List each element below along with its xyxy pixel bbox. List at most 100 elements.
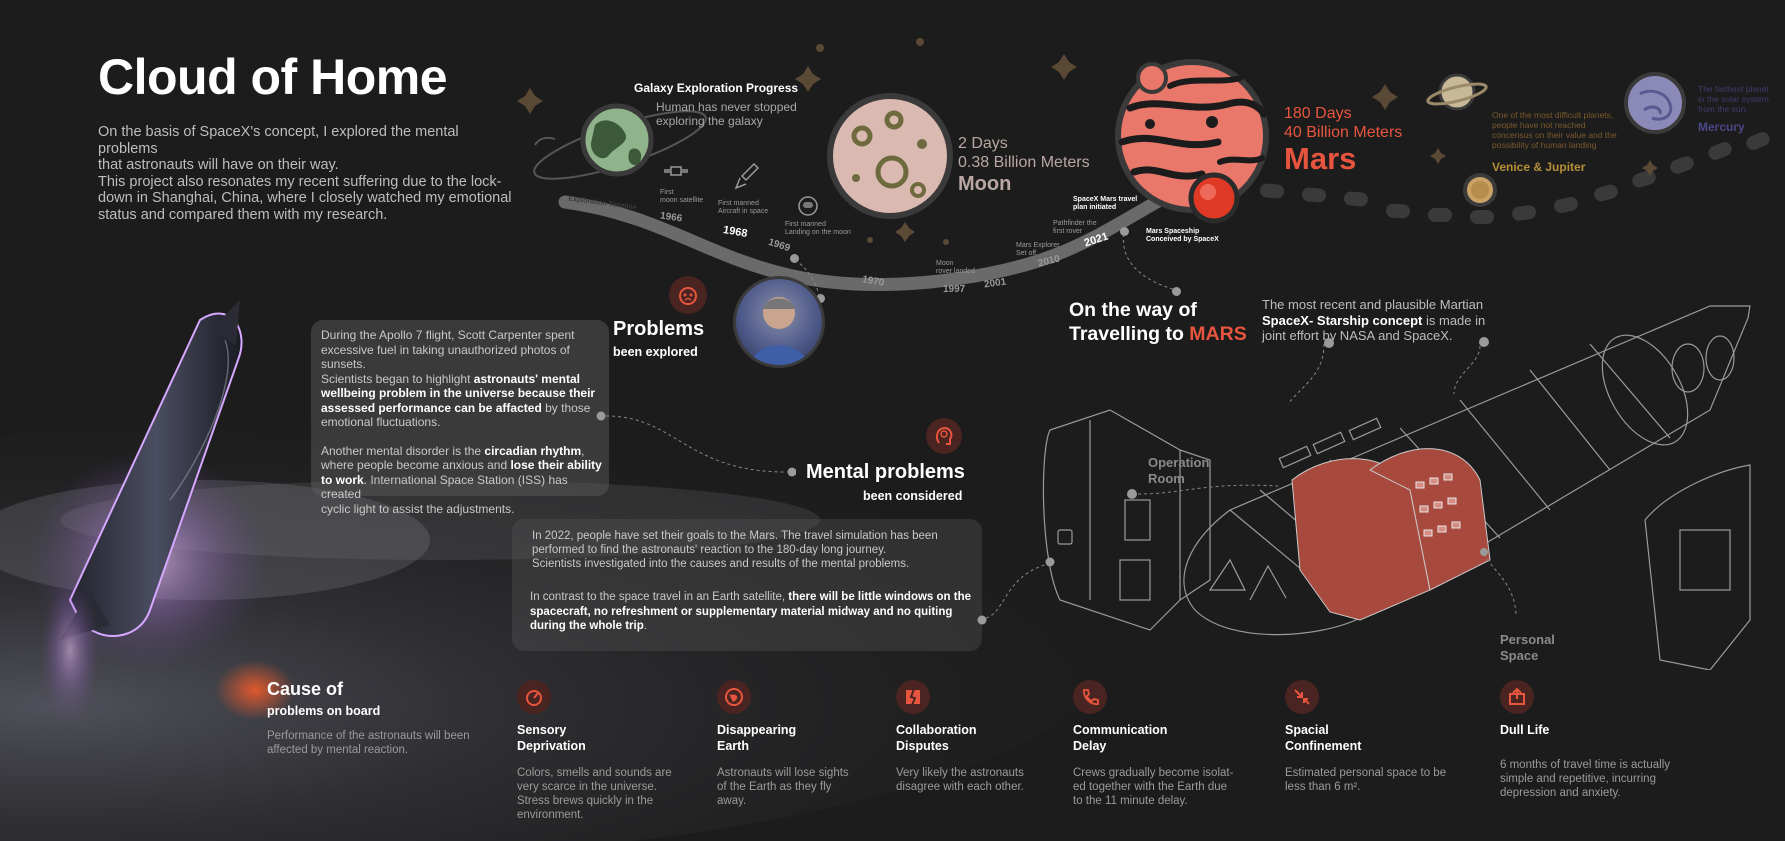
planet-path <box>1260 132 1770 224</box>
astronaut-icon <box>798 196 818 216</box>
mars-name: Mars <box>1284 141 1357 176</box>
problems-icon <box>669 276 707 314</box>
mars-distance: 40 Billion Meters <box>1284 124 1403 141</box>
mars-highlight: MARS <box>1189 323 1247 345</box>
card-line: during the whole trip. <box>530 619 990 634</box>
starship-line: joint effort by NASA and SpaceX. <box>1262 328 1453 343</box>
intro-line: down in Shanghai, China, where I closely… <box>98 190 512 206</box>
card-text: . <box>643 620 647 632</box>
problems-title: Problems <box>613 318 705 340</box>
category-title: Collaboration Disputes <box>896 722 1024 754</box>
category-desc-line: less than 6 m². <box>1285 781 1361 793</box>
event-text: Moon <box>936 260 954 267</box>
moon-distance: 0.38 Billion Meters <box>958 154 1090 171</box>
category-desc: Astronauts will lose sights of the Earth… <box>717 766 849 808</box>
operation-line: Operation <box>1148 455 1210 470</box>
timeline-marker <box>790 254 799 263</box>
category-desc-line: Estimated personal space to be <box>1285 767 1447 779</box>
category-desc-line: disagree with each other. <box>896 781 1024 793</box>
galaxy-desc-line: exploring the galaxy <box>656 114 763 128</box>
category-title-line: Earth <box>717 739 749 753</box>
card-line: In contrast to the space travel in an Ea… <box>530 590 990 605</box>
card-text: In contrast to the space travel in an Ea… <box>530 591 789 603</box>
event-text: First <box>660 189 674 196</box>
cause-subtitle: problems on board <box>267 704 381 718</box>
card-bold: assessed performance can be affacted <box>321 400 542 415</box>
mercury-icon <box>1624 72 1686 134</box>
connector-lines <box>794 233 1177 299</box>
way-to-mars-title: On the way of Travelling to MARS <box>1069 298 1247 346</box>
phobos-icon <box>1136 62 1168 94</box>
event-text: Landing on the moon <box>785 229 851 236</box>
category-title: Communication Delay <box>1073 722 1233 754</box>
event-moon-landing: First manned Landing on the moon <box>785 221 851 237</box>
category-title-line: Confinement <box>1285 739 1362 753</box>
moon-info: 2 Days 0.38 Billion Meters Moon <box>958 134 1090 196</box>
category-desc-line: ed together with the Earth due <box>1073 781 1228 793</box>
event-text: moon satellite <box>660 197 704 204</box>
category-title-line: Sensory <box>517 723 567 737</box>
apollo-connector <box>596 411 796 477</box>
apollo-card-text: During the Apollo 7 flight, Scott Carpen… <box>321 328 611 516</box>
category-desc-line: Very likely the astronauts <box>896 767 1024 779</box>
sensory-icon <box>517 680 551 714</box>
operation-line: Room <box>1148 471 1185 486</box>
vj-desc-line: possibility of human landing <box>1492 140 1597 150</box>
earth-icon <box>717 680 751 714</box>
card-text: . International Space Station (ISS) has … <box>321 472 568 502</box>
mental-title: Mental problems <box>806 461 965 483</box>
event-mars-spaceship: Mars Spaceship Conceived by SpaceX <box>1146 228 1219 244</box>
category-title-line: Delay <box>1073 739 1107 753</box>
card-line: assessed performance can be affacted by … <box>321 401 611 416</box>
intro-line: On the basis of SpaceX's concept, I expl… <box>98 124 459 157</box>
broken-icon <box>896 680 930 714</box>
event-text: Aircraft in space <box>718 208 769 215</box>
shrink-glyph <box>1294 689 1310 705</box>
card-text: , <box>581 443 585 458</box>
event-mars-explorer: Mars Explorer Set off <box>1016 242 1060 258</box>
intro-line: that astronauts will have on their way. <box>98 157 339 173</box>
spaceship-cutaway <box>1042 305 1751 670</box>
event-text: rover landed <box>936 268 975 275</box>
way-line: Travelling to MARS <box>1069 322 1247 346</box>
card-line: Scientists investigated into the causes … <box>532 558 910 570</box>
card-text: where people become anxious and <box>321 458 511 472</box>
shrink-icon <box>1285 680 1319 714</box>
mars-days: 180 Days <box>1284 105 1352 122</box>
category-desc: Estimated personal space to be less than… <box>1285 766 1446 794</box>
event-pathfinder: Pathfinder the first rover <box>1053 220 1097 236</box>
card-text: Another mental disorder is the <box>321 443 485 458</box>
event-text: SpaceX Mars travel <box>1073 196 1138 203</box>
mental-subtitle: been considered <box>863 489 963 503</box>
category-dull-life: Dull Life 6 months of travel time is act… <box>1500 680 1670 800</box>
starship-line: SpaceX- Starship concept is made in <box>1262 313 1485 329</box>
timeline-marker <box>1120 227 1129 236</box>
category-desc-line: away. <box>717 795 747 807</box>
galaxy-desc-line: Human has never stopped <box>656 100 797 114</box>
category-desc-line: Astronauts will lose sights <box>717 767 849 779</box>
event-text: plan initiated <box>1073 204 1117 211</box>
mental-icon <box>926 418 962 454</box>
mercury-desc-line: The farthest planet <box>1698 84 1769 94</box>
category-desc-line: depression and anxiety. <box>1500 787 1621 799</box>
vj-desc-line: One of the most difficult planets, <box>1492 110 1614 120</box>
phone-icon <box>1073 680 1107 714</box>
galaxy-desc: Human has never stopped exploring the ga… <box>656 100 797 128</box>
starship-bold: SpaceX- Starship concept <box>1262 312 1423 328</box>
category-title-line: Disappearing <box>717 723 797 737</box>
category-communication: Communication Delay Crews gradually becom… <box>1073 680 1233 808</box>
category-title: Dull Life <box>1500 722 1670 738</box>
category-title-line: Collaboration <box>896 723 977 737</box>
astronaut-portrait <box>733 276 825 368</box>
intro-line: status and compared them with my researc… <box>98 206 388 223</box>
category-desc-line: very scarce in the universe. <box>517 781 657 793</box>
portrait-figure <box>750 297 808 365</box>
intro-text: On the basis of SpaceX's concept, I expl… <box>98 124 518 223</box>
earth-orbit-illustration <box>533 103 707 180</box>
travel-card-text: In 2022, people have set their goals to … <box>532 529 972 571</box>
broken-glyph <box>906 688 920 706</box>
deimos-icon <box>1188 172 1240 224</box>
moon-name: Moon <box>958 173 1012 195</box>
category-disputes: Collaboration Disputes Very likely the as… <box>896 680 1024 794</box>
